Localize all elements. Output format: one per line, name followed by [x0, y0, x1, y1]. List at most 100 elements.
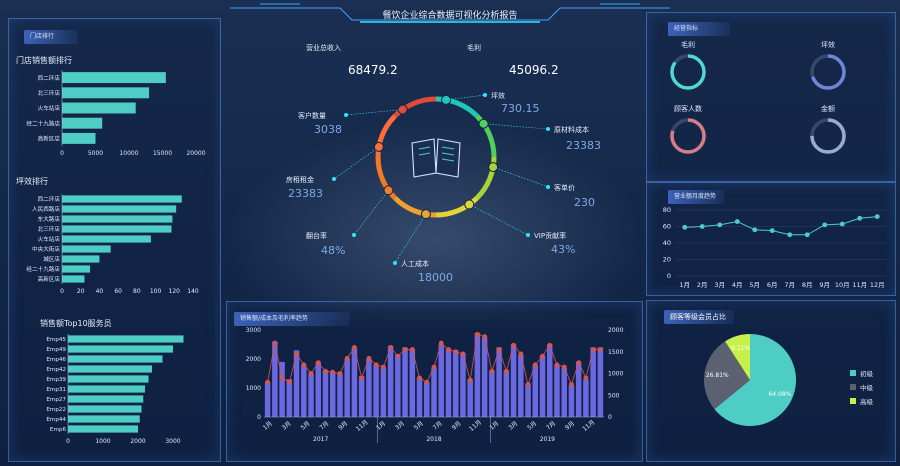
bar [62, 225, 172, 233]
x-tick-label: 8月 [802, 281, 813, 289]
y-tick-left: 0 [257, 414, 261, 421]
bar [561, 367, 567, 417]
ring-connector-dot [393, 261, 397, 265]
bar [467, 379, 473, 417]
bar [445, 348, 452, 417]
bar [62, 265, 91, 273]
ring-connector [345, 109, 403, 116]
bar [351, 347, 358, 417]
y-tick-left: 3000 [246, 327, 261, 334]
line-point [402, 347, 408, 352]
bar [68, 425, 138, 433]
line-point [315, 360, 321, 366]
bar [438, 344, 444, 417]
line-point [417, 375, 422, 381]
x-tick-label: 3月 [507, 420, 519, 432]
line-point [822, 222, 828, 228]
ring-item-value: 23383 [288, 187, 323, 200]
x-tick-label: 5月 [413, 420, 425, 432]
ring-item-value: 48% [321, 244, 345, 257]
ring-item-value: 3038 [314, 123, 342, 136]
pie-slice-label: 26.81% [706, 372, 729, 379]
ring-item-label: VIP贡献率 [534, 231, 566, 240]
bar [329, 372, 336, 417]
x-tick-label: 12月 [870, 281, 885, 289]
bar [460, 353, 466, 417]
x-tick-label: 9月 [819, 281, 830, 289]
bar [68, 335, 184, 343]
x-tick-label: 7月 [784, 281, 795, 289]
bar [539, 356, 546, 417]
indicator-panel-tag: 经营指标 [668, 22, 730, 36]
bar-category-label: 北三环店 [38, 89, 61, 97]
line-point [734, 219, 740, 224]
ring-connector-dot [352, 233, 356, 237]
bar [554, 364, 560, 417]
line-point [265, 379, 271, 385]
bar [62, 195, 182, 203]
bar [416, 377, 423, 417]
x-tick-label: 1月 [375, 420, 387, 432]
x-tick-label: 10月 [835, 281, 850, 289]
ring-item-label: 翻台率 [306, 231, 327, 240]
bar [62, 275, 85, 283]
header-frame [230, 3, 670, 23]
x-tick-label: 9月 [337, 420, 349, 432]
line-point [272, 340, 278, 346]
bar-category-label: 中央大街店 [32, 245, 60, 253]
ring-connector [469, 204, 529, 236]
bar [279, 361, 285, 417]
y-tick-right: 1000 [608, 371, 623, 378]
x-tick-label: 80 [133, 288, 141, 295]
ring-item-value: 23383 [566, 139, 601, 152]
ring-progress [810, 54, 846, 90]
bar [68, 385, 145, 393]
x-tick-label: 5月 [749, 281, 760, 289]
left-panel-tag: 门店排行 [24, 30, 78, 44]
bar [510, 344, 517, 417]
ring-connector [394, 213, 427, 264]
line-point [359, 375, 365, 381]
line-point [874, 214, 880, 219]
page-title: 餐饮企业综合数据可视化分析报告 [382, 11, 518, 21]
ring-node [373, 141, 384, 152]
bar-category-label: 西二环店 [38, 195, 61, 203]
bar [301, 364, 307, 417]
line-point [308, 371, 314, 376]
x-tick-label: 20 [77, 288, 85, 295]
member-pie-tag: 顾客等级会员占比 [664, 310, 734, 324]
year-label: 2018 [426, 436, 441, 443]
profit-label: 毛利 [467, 44, 481, 52]
bar-category-label: Emp49 [46, 347, 66, 353]
pie-slice-label: 9.11% [731, 345, 750, 352]
line-point [717, 222, 723, 228]
bar [68, 375, 149, 383]
bar-category-label: Emp44 [46, 417, 66, 423]
x-tick-label: 10000 [119, 150, 138, 157]
line-point [804, 232, 810, 238]
bar [481, 337, 488, 417]
x-tick-label: 3000 [165, 438, 180, 445]
ring-item-label: 客户数量 [298, 111, 326, 120]
line-point [294, 351, 299, 357]
x-tick-label: 60 [114, 288, 122, 295]
line-point [583, 375, 589, 381]
x-tick-label: 3月 [714, 281, 725, 289]
y-tick-right: 500 [608, 392, 620, 399]
line-point [525, 381, 531, 387]
line-point [279, 375, 285, 381]
bar [532, 364, 539, 417]
bar-category-label: Emp22 [46, 407, 66, 413]
legend-swatch [850, 398, 856, 404]
line-point [460, 351, 466, 357]
top10-title: 销售额Top10服务员 [40, 319, 112, 328]
bar [62, 205, 177, 213]
bar-category-label: Emp42 [46, 367, 66, 373]
bar [402, 347, 408, 417]
bar [387, 345, 394, 417]
ring-connector-dot [526, 233, 530, 237]
y-tick-label: 80 [663, 206, 671, 214]
line-point [286, 379, 292, 385]
bar-category-label: Emp6 [50, 427, 67, 433]
